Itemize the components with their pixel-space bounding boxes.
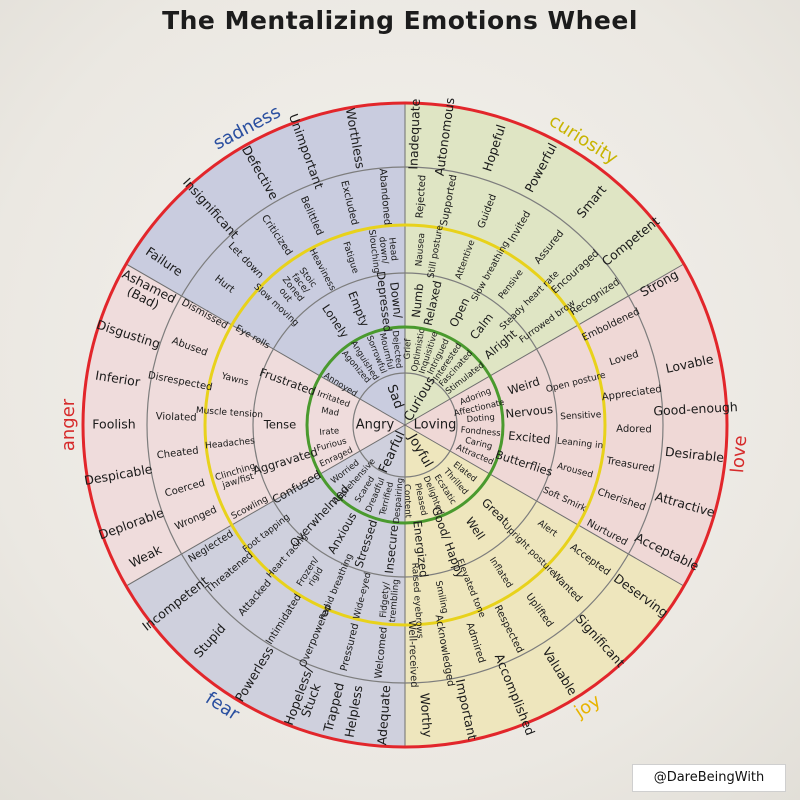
ring2-emotion: Fondness xyxy=(460,425,501,439)
category-label-love: love xyxy=(727,435,751,474)
ring6-feeling-text: Adequate xyxy=(374,684,393,745)
credit-badge: @DareBeingWith xyxy=(632,764,786,792)
ring2-emotion: Content xyxy=(402,484,413,519)
ring5-feeling-text: Violated xyxy=(156,411,197,423)
ring6-feeling-text: Foolish xyxy=(92,417,135,432)
ring5-feeling: Cheated xyxy=(156,445,199,461)
ring4-sensation: Sensitive xyxy=(560,410,602,422)
sector-divider xyxy=(125,424,406,587)
core-emotion: Loving xyxy=(414,418,457,433)
ring4-sensation-text: Nausea xyxy=(414,232,427,266)
ring4-sensation: Leaning in xyxy=(556,436,603,451)
ring-5 xyxy=(146,166,664,684)
ring2-emotion-text: Fondness xyxy=(460,425,501,439)
ring4-sensation-text: Fidgety/ xyxy=(379,581,392,619)
core-emotion: Angry xyxy=(356,418,395,433)
ring4-sensation: Muscle tension xyxy=(196,406,264,421)
ring5-feeling: Adored xyxy=(616,424,652,436)
ring4-sensation-text: Leaning in xyxy=(556,436,603,451)
ring3-emotion-text: Insecure xyxy=(382,524,401,574)
ring4-sensation: Nausea xyxy=(414,232,427,266)
ring6-feeling-text: Worthy xyxy=(417,692,435,738)
sector-fear xyxy=(126,425,405,747)
ring5-feeling-text: Abandoned xyxy=(377,168,393,226)
ring2-emotion-text: Dejected xyxy=(390,330,404,369)
sector-divider xyxy=(404,263,685,426)
sector-divider xyxy=(125,263,406,426)
ring4-sensation-text: Muscle tension xyxy=(196,406,264,421)
category-label-anger: anger xyxy=(58,398,79,451)
ring6-feeling: Adequate xyxy=(374,684,393,745)
ring6-feeling-text: Inferior xyxy=(94,368,142,390)
ring5-feeling-text: Rejected xyxy=(414,175,428,219)
ring4-sensation-text: down/ xyxy=(376,236,389,265)
ring6-feeling: Inadequate xyxy=(405,98,422,170)
ring-3 xyxy=(252,272,558,578)
ring2-emotion: Despairing xyxy=(392,477,406,524)
ring6-feeling-text: Inadequate xyxy=(405,98,422,170)
ring2-emotion: Grief xyxy=(403,338,414,360)
ring3-emotion-text: Nervous xyxy=(505,402,554,421)
sector-love xyxy=(405,264,727,586)
yellow-ring xyxy=(203,223,607,627)
ring3-emotion-text: Energized xyxy=(410,520,431,578)
outer-ring xyxy=(81,101,729,749)
ring2-emotion-text: Doting xyxy=(466,413,495,425)
core-emotion-text: Loving xyxy=(414,418,457,433)
ring4-sensation-text: Head xyxy=(386,237,399,262)
ring6-feeling: Desirable xyxy=(664,444,725,465)
ring5-feeling: Welcomed xyxy=(373,626,389,679)
ring2-emotion: Irate xyxy=(319,426,340,438)
core-ring xyxy=(352,372,458,478)
sector-anger xyxy=(83,264,405,586)
ring5-feeling-text: Cheated xyxy=(156,445,199,461)
ring2-emotion-text: Grief xyxy=(403,338,414,360)
ring6-feeling: Inferior xyxy=(94,368,142,390)
ring5-feeling-text: Adored xyxy=(616,424,652,436)
ring3-emotion-text: Tense xyxy=(263,418,297,432)
page-title: The Mentalizing Emotions Wheel xyxy=(162,6,638,35)
ring5-feeling-text: Well-received xyxy=(406,620,419,688)
ring5-feeling: Well-received xyxy=(406,620,419,688)
ring3-emotion: Numb xyxy=(409,283,427,319)
sector-joy xyxy=(405,425,684,747)
ring5-feeling: Abandoned xyxy=(377,168,393,226)
ring6-feeling: Worthy xyxy=(417,692,435,738)
ring3-emotion-text: Numb xyxy=(409,283,427,319)
ring6-feeling: Good-enough xyxy=(653,399,738,418)
sector-curiosity xyxy=(405,103,684,425)
ring4-sensation-text: Sensitive xyxy=(560,410,602,422)
ring3-emotion-text: Down/ xyxy=(387,281,405,319)
ring2-emotion-text: Despairing xyxy=(392,477,406,524)
ring3-emotion: Energized xyxy=(410,520,431,578)
sector-divider xyxy=(404,424,685,587)
ring6-feeling-text: Good-enough xyxy=(653,399,738,418)
core-emotion-text: Angry xyxy=(356,418,395,433)
ring5-feeling: Violated xyxy=(156,411,197,423)
ring2-emotion-text: Content xyxy=(402,484,413,519)
ring2-emotion: Dejected xyxy=(390,330,404,369)
ring6-feeling: Foolish xyxy=(92,417,135,432)
ring3-emotion: Tense xyxy=(263,418,297,432)
ring3-emotion: Excited xyxy=(508,428,552,446)
ring2-emotion: Mad xyxy=(320,406,339,419)
ring4-sensation: Fidgety/trembling xyxy=(379,579,402,623)
ring3-emotion: Nervous xyxy=(505,402,554,421)
ring2-emotion-text: Mad xyxy=(320,406,339,419)
green-ring xyxy=(305,325,505,525)
ring3-emotion-text: Excited xyxy=(508,428,552,446)
sector-sadness xyxy=(126,103,405,425)
ring2-emotion: Doting xyxy=(466,413,495,425)
ring4-sensation-text: trembling xyxy=(388,579,402,623)
ring2-emotion-text: Irate xyxy=(319,426,340,438)
ring6-feeling-text: Desirable xyxy=(664,444,725,465)
ring5-feeling-text: Welcomed xyxy=(373,626,389,679)
ring5-feeling: Rejected xyxy=(414,175,428,219)
ring3-emotion: Insecure xyxy=(382,524,401,574)
